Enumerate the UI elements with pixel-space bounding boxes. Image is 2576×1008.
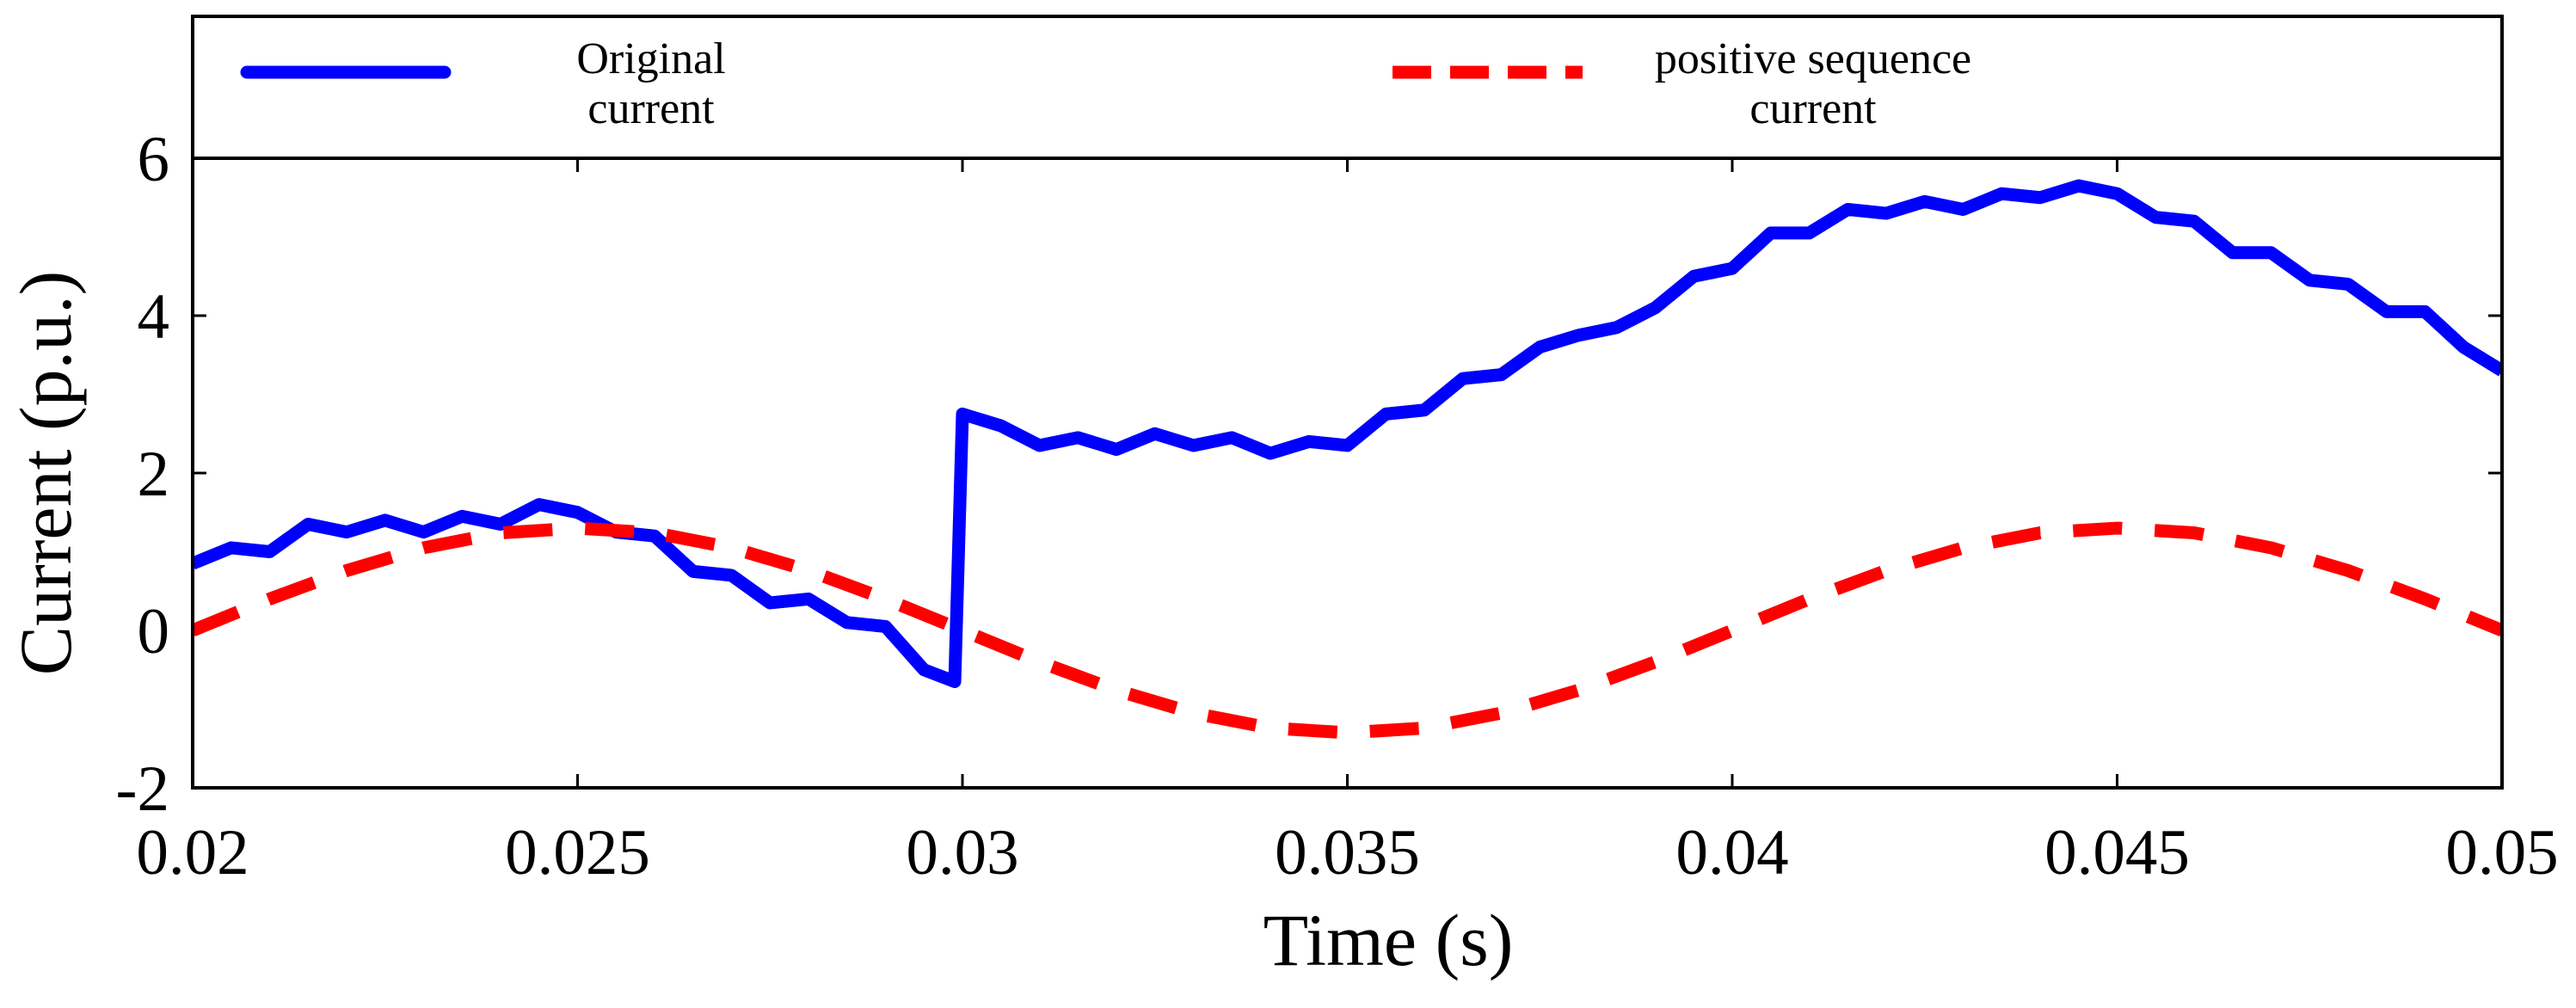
x-tick-label: 0.035 bbox=[1275, 817, 1420, 888]
y-tick-label: -2 bbox=[116, 753, 169, 825]
x-tick-label: 0.05 bbox=[2445, 817, 2558, 888]
y-tick-label: 4 bbox=[138, 281, 170, 353]
x-tick-label: 0.025 bbox=[505, 817, 650, 888]
series-line bbox=[193, 179, 2502, 688]
series-line bbox=[193, 521, 2502, 740]
x-tick-label: 0.02 bbox=[136, 817, 249, 888]
x-tick-label: 0.045 bbox=[2044, 817, 2190, 888]
legend-label: Original current bbox=[576, 34, 726, 134]
y-tick-label: 2 bbox=[138, 439, 170, 510]
legend-label: positive sequence current bbox=[1654, 34, 1972, 134]
y-axis-label: Current (p.u.) bbox=[4, 271, 87, 675]
x-axis-label: Time (s) bbox=[1263, 899, 1514, 981]
x-tick-label: 0.03 bbox=[906, 817, 1018, 888]
plot-frame bbox=[191, 157, 2504, 790]
x-tick-label: 0.04 bbox=[1675, 817, 1788, 888]
y-tick-label: 6 bbox=[138, 124, 170, 195]
y-tick-label: 0 bbox=[138, 596, 170, 667]
legend-box bbox=[191, 15, 2504, 160]
